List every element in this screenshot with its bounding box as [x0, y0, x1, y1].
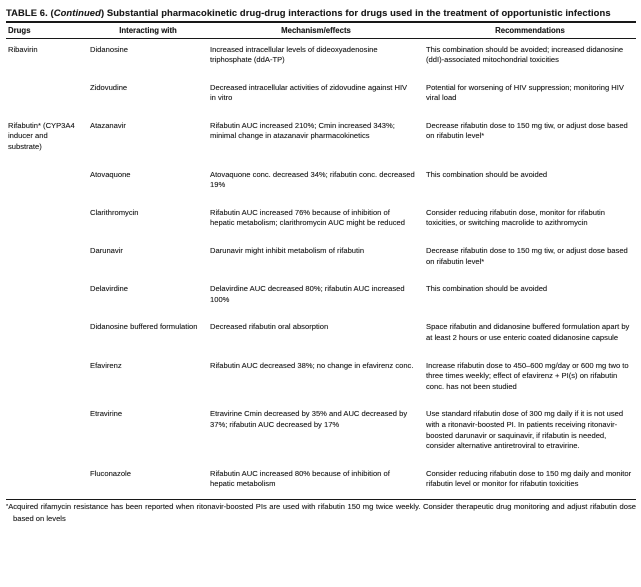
interacting-cell: Efavirenz	[90, 360, 122, 370]
drug-cell	[6, 322, 88, 343]
table-row: Atovaquone Atovaquone conc. decreased 34…	[6, 170, 636, 191]
drug-cell: Rifabutin* (CYP3A4 inducer and substrate…	[8, 120, 75, 152]
table-row: Clarithromycin Rifabutin AUC increased 7…	[6, 208, 636, 229]
table-row: Efavirenz Rifabutin AUC decreased 38%; n…	[6, 361, 636, 393]
table-row: Etravirine Etravirine Cmin decreased by …	[6, 409, 636, 451]
table-bottom-rule	[6, 498, 636, 500]
mechanism-cell: Delavirdine AUC decreased 80%; rifabutin…	[210, 284, 405, 304]
recommendation-cell: Space rifabutin and didanosine buffered …	[426, 322, 630, 342]
mechanism-cell: Decreased rifabutin oral absorption	[210, 322, 329, 332]
footnote-text: Acquired rifamycin resistance has been r…	[8, 502, 636, 523]
interacting-cell: Etravirine	[90, 409, 123, 419]
interacting-cell: Zidovudine	[90, 82, 128, 92]
recommendation-cell: Use standard rifabutin dose of 300 mg da…	[426, 409, 624, 451]
recommendation-cell: This combination should be avoided; incr…	[426, 44, 624, 65]
mechanism-cell: Rifabutin AUC decreased 38%; no change i…	[210, 360, 414, 370]
table-row: Darunavir Darunavir might inhibit metabo…	[6, 246, 636, 267]
mechanism-cell: Rifabutin AUC increased 80% because of i…	[210, 468, 390, 489]
footnote: *Acquired rifamycin resistance has been …	[6, 502, 636, 524]
drug-cell	[6, 284, 88, 305]
drug-cell	[6, 170, 88, 191]
table-row: Delavirdine Delavirdine AUC decreased 80…	[6, 284, 636, 305]
table-row: Didanosine buffered formulation Decrease…	[6, 322, 636, 343]
table-row: Zidovudine Decreased intracellular activ…	[6, 83, 636, 104]
table-row: Rifabutin* (CYP3A4 inducer and substrate…	[6, 121, 636, 153]
drug-cell	[6, 246, 88, 267]
mechanism-cell: Atovaquone conc. decreased 34%; rifabuti…	[210, 169, 415, 190]
recommendation-cell: This combination should be avoided	[426, 169, 548, 179]
mechanism-cell: Darunavir might inhibit metabolism of ri…	[210, 246, 365, 256]
table-row: Ribavirin Didanosine Increased intracell…	[6, 45, 636, 66]
header-recommendations: Recommendations	[495, 25, 565, 35]
mechanism-cell: Rifabutin AUC increased 76% because of i…	[210, 207, 405, 228]
mechanism-cell: Rifabutin AUC increased 210%; Cmin incre…	[210, 120, 395, 141]
interacting-cell: Delavirdine	[90, 284, 128, 294]
title-prefix: TABLE 6. (	[6, 7, 54, 18]
interacting-cell: Didanosine buffered formulation	[90, 322, 198, 332]
drug-cell	[6, 83, 88, 104]
drug-cell: Ribavirin	[8, 44, 38, 54]
recommendation-cell: Potential for worsening of HIV suppressi…	[426, 82, 624, 103]
drug-cell	[6, 361, 88, 393]
header-mechanism-effects: Mechanism/effects	[281, 25, 351, 35]
drug-cell	[6, 409, 88, 451]
table-title: TABLE 6. (Continued) Substantial pharmac…	[6, 7, 636, 18]
recommendation-cell: Decrease rifabutin dose to 150 mg tiw, o…	[426, 120, 628, 141]
drug-cell	[6, 469, 88, 490]
mechanism-cell: Etravirine Cmin decreased by 35% and AUC…	[210, 409, 408, 429]
recommendation-cell: Consider reducing rifabutin dose to 150 …	[426, 468, 632, 489]
interacting-cell: Clarithromycin	[90, 207, 139, 217]
recommendation-cell: Decrease rifabutin dose to 150 mg tiw, o…	[426, 246, 628, 266]
interacting-cell: Didanosine	[90, 44, 128, 54]
footnote-marker: *	[6, 503, 9, 510]
mechanism-cell: Increased intracellular levels of dideox…	[210, 44, 378, 65]
header-drugs: Drugs	[8, 25, 31, 35]
table-body: Ribavirin Didanosine Increased intracell…	[6, 39, 636, 490]
mechanism-cell: Decreased intracellular activities of zi…	[210, 82, 408, 103]
interacting-cell: Darunavir	[90, 246, 123, 256]
recommendation-cell: Increase rifabutin dose to 450–600 mg/da…	[426, 360, 629, 391]
table-header-row: Drugs Interacting with Mechanism/effects…	[6, 21, 636, 39]
title-suffix: ) Substantial pharmacokinetic drug-drug …	[100, 7, 611, 18]
interacting-cell: Atovaquone	[90, 169, 131, 179]
header-interacting-with: Interacting with	[119, 25, 177, 35]
interacting-cell: Fluconazole	[90, 468, 131, 478]
document-page: TABLE 6. (Continued) Substantial pharmac…	[6, 7, 636, 524]
recommendation-cell: Consider reducing rifabutin dose, monito…	[426, 207, 605, 228]
table-row: Fluconazole Rifabutin AUC increased 80% …	[6, 469, 636, 490]
drug-cell	[6, 208, 88, 229]
recommendation-cell: This combination should be avoided	[426, 284, 548, 294]
interacting-cell: Atazanavir	[90, 120, 126, 130]
title-continued: Continued	[53, 7, 101, 18]
